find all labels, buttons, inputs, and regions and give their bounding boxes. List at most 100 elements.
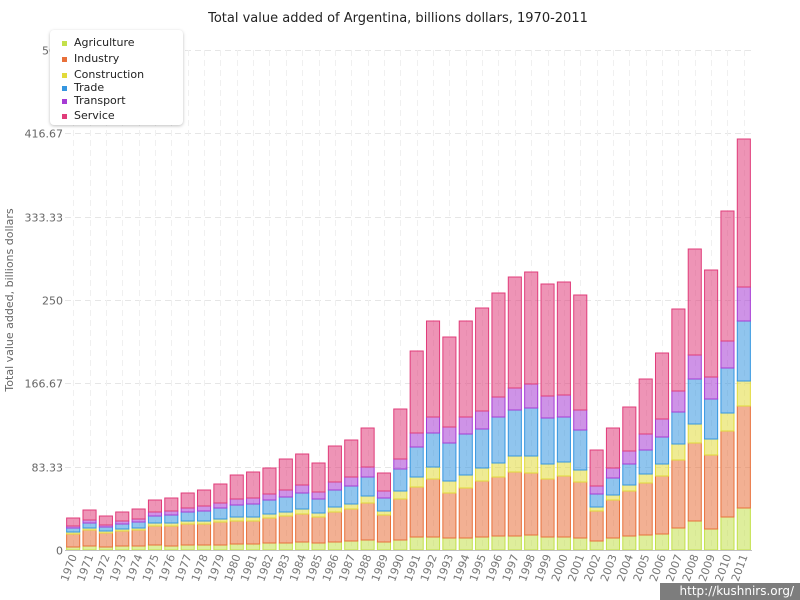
- bar-segment-agriculture[interactable]: [229, 543, 244, 551]
- bar-segment-trade[interactable]: [147, 515, 163, 524]
- bar-segment-construction[interactable]: [475, 467, 490, 482]
- bar-segment-service[interactable]: [180, 492, 195, 509]
- bar-segment-industry[interactable]: [720, 430, 735, 518]
- bar-segment-industry[interactable]: [311, 516, 326, 544]
- bar-segment-agriculture[interactable]: [376, 541, 392, 551]
- bar-segment-industry[interactable]: [589, 510, 604, 542]
- bar-segment-industry[interactable]: [262, 517, 277, 544]
- legend-item[interactable]: Construction: [62, 68, 144, 81]
- bar-segment-service[interactable]: [164, 497, 179, 512]
- bar-segment-industry[interactable]: [98, 532, 113, 548]
- bar-segment-industry[interactable]: [442, 492, 457, 539]
- bar-segment-industry[interactable]: [605, 499, 621, 539]
- bar-segment-service[interactable]: [393, 408, 408, 460]
- bar-segment-transport[interactable]: [278, 489, 293, 498]
- bar-segment-agriculture[interactable]: [131, 545, 146, 551]
- bar-segment-industry[interactable]: [229, 520, 244, 545]
- bar-segment-transport[interactable]: [442, 426, 457, 444]
- bar-segment-industry[interactable]: [622, 490, 637, 537]
- bar-segment-agriculture[interactable]: [262, 542, 277, 551]
- bar-segment-agriculture[interactable]: [311, 542, 326, 551]
- bar-segment-agriculture[interactable]: [344, 540, 359, 551]
- bar-segment-trade[interactable]: [278, 496, 293, 513]
- bar-segment-agriculture[interactable]: [671, 527, 686, 551]
- bar-segment-service[interactable]: [360, 427, 375, 468]
- bar-segment-trade[interactable]: [507, 409, 522, 457]
- bar-segment-transport[interactable]: [164, 510, 179, 516]
- bar-segment-service[interactable]: [736, 138, 751, 288]
- bar-segment-transport[interactable]: [704, 376, 719, 400]
- bar-segment-industry[interactable]: [687, 442, 702, 522]
- bar-segment-transport[interactable]: [425, 416, 441, 434]
- bar-segment-service[interactable]: [311, 462, 326, 493]
- bar-segment-service[interactable]: [295, 453, 310, 486]
- bar-segment-construction[interactable]: [278, 511, 293, 517]
- bar-segment-transport[interactable]: [524, 383, 539, 409]
- bar-segment-agriculture[interactable]: [654, 533, 670, 551]
- bar-segment-industry[interactable]: [704, 454, 719, 530]
- bar-segment-agriculture[interactable]: [295, 541, 310, 551]
- bar-segment-industry[interactable]: [66, 533, 81, 548]
- bar-segment-agriculture[interactable]: [491, 535, 506, 551]
- bar-segment-construction[interactable]: [344, 503, 359, 510]
- bar-segment-transport[interactable]: [213, 502, 228, 509]
- bar-segment-transport[interactable]: [458, 416, 473, 435]
- bar-segment-service[interactable]: [196, 489, 212, 507]
- bar-segment-industry[interactable]: [491, 476, 506, 537]
- bar-segment-construction[interactable]: [229, 516, 244, 522]
- bar-segment-trade[interactable]: [458, 433, 473, 476]
- bar-segment-transport[interactable]: [376, 490, 392, 499]
- bar-segment-service[interactable]: [344, 439, 359, 478]
- bar-segment-agriculture[interactable]: [524, 534, 539, 551]
- bar-segment-construction[interactable]: [622, 484, 637, 492]
- bar-segment-service[interactable]: [654, 352, 670, 420]
- bar-segment-trade[interactable]: [376, 497, 392, 512]
- bar-segment-trade[interactable]: [736, 320, 751, 382]
- bar-segment-trade[interactable]: [442, 442, 457, 482]
- bar-segment-industry[interactable]: [327, 511, 342, 543]
- bar-segment-agriculture[interactable]: [246, 543, 261, 551]
- bar-segment-transport[interactable]: [540, 395, 555, 419]
- bar-segment-transport[interactable]: [246, 497, 261, 505]
- bar-segment-industry[interactable]: [376, 514, 392, 543]
- bar-segment-industry[interactable]: [507, 471, 522, 537]
- bar-segment-trade[interactable]: [229, 504, 244, 518]
- bar-segment-transport[interactable]: [360, 466, 375, 478]
- bar-segment-transport[interactable]: [507, 387, 522, 411]
- bar-segment-agriculture[interactable]: [115, 545, 130, 551]
- bar-segment-industry[interactable]: [736, 405, 751, 509]
- bar-segment-construction[interactable]: [589, 506, 604, 512]
- bar-segment-trade[interactable]: [344, 485, 359, 505]
- bar-segment-trade[interactable]: [671, 411, 686, 445]
- bar-segment-service[interactable]: [327, 445, 342, 483]
- bar-segment-agriculture[interactable]: [704, 528, 719, 551]
- bar-segment-industry[interactable]: [278, 515, 293, 544]
- bar-segment-agriculture[interactable]: [573, 537, 588, 551]
- bar-segment-industry[interactable]: [458, 487, 473, 539]
- bar-segment-trade[interactable]: [262, 499, 277, 515]
- legend-item[interactable]: Trade: [62, 81, 104, 94]
- bar-segment-transport[interactable]: [638, 433, 653, 451]
- bar-segment-construction[interactable]: [425, 466, 441, 480]
- bar-segment-agriculture[interactable]: [409, 536, 424, 551]
- bar-segment-transport[interactable]: [409, 432, 424, 448]
- bar-segment-trade[interactable]: [180, 511, 195, 522]
- bar-segment-industry[interactable]: [164, 525, 179, 547]
- bar-segment-trade[interactable]: [66, 527, 81, 533]
- bar-segment-service[interactable]: [246, 471, 261, 499]
- bar-segment-service[interactable]: [638, 378, 653, 435]
- bar-segment-industry[interactable]: [393, 498, 408, 541]
- bar-segment-construction[interactable]: [654, 463, 670, 477]
- bar-segment-service[interactable]: [82, 509, 97, 521]
- bar-segment-construction[interactable]: [736, 380, 751, 407]
- bar-segment-trade[interactable]: [540, 417, 555, 465]
- bar-segment-construction[interactable]: [671, 443, 686, 461]
- bar-segment-industry[interactable]: [295, 513, 310, 543]
- bar-segment-agriculture[interactable]: [507, 535, 522, 551]
- bar-segment-trade[interactable]: [524, 407, 539, 457]
- bar-segment-trade[interactable]: [425, 432, 441, 468]
- bar-segment-transport[interactable]: [589, 485, 604, 495]
- bar-segment-service[interactable]: [524, 271, 539, 385]
- bar-segment-construction[interactable]: [442, 480, 457, 494]
- bar-segment-agriculture[interactable]: [180, 544, 195, 551]
